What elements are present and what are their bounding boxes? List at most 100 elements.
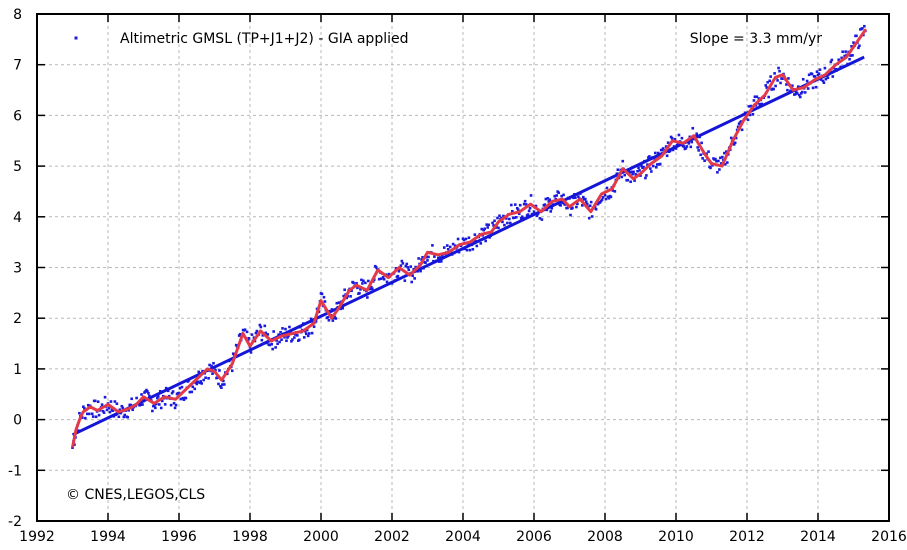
data-point xyxy=(100,403,104,406)
data-point xyxy=(766,81,770,84)
data-point xyxy=(153,404,156,408)
data-point xyxy=(848,57,851,61)
data-point xyxy=(701,157,704,160)
y-tick-label: 8 xyxy=(13,7,22,23)
data-point xyxy=(801,77,805,81)
data-point xyxy=(200,382,203,385)
data-point xyxy=(268,343,272,347)
x-tick-label: 2004 xyxy=(445,529,481,545)
data-point xyxy=(417,257,420,260)
data-point xyxy=(765,86,769,89)
data-point xyxy=(518,203,522,207)
data-point xyxy=(399,264,403,267)
data-point xyxy=(140,393,143,396)
legend-label: Altimetric GMSL (TP+J1+J2) - GIA applied xyxy=(120,31,408,47)
data-point xyxy=(724,163,727,166)
data-point xyxy=(281,327,284,330)
data-point xyxy=(858,44,861,48)
data-point xyxy=(582,195,585,199)
data-point xyxy=(512,216,516,220)
data-point xyxy=(195,382,199,386)
data-point xyxy=(322,295,326,299)
data-point xyxy=(529,194,533,197)
data-point xyxy=(105,408,109,412)
data-point xyxy=(247,337,251,340)
data-point xyxy=(800,90,804,94)
data-point xyxy=(350,289,353,293)
data-point xyxy=(598,201,602,204)
data-point xyxy=(633,179,636,182)
data-point xyxy=(755,95,759,99)
credit-annotation: © CNES,LEGOS,CLS xyxy=(66,487,205,503)
y-tick-label: 5 xyxy=(13,159,22,175)
data-point xyxy=(404,264,408,268)
data-point xyxy=(821,79,825,83)
data-point xyxy=(769,75,772,78)
data-point xyxy=(850,44,853,48)
data-point xyxy=(234,343,238,347)
data-point xyxy=(475,244,479,248)
data-point xyxy=(805,79,809,83)
data-point xyxy=(345,296,348,300)
data-point xyxy=(356,286,359,290)
data-point xyxy=(785,83,788,86)
data-point xyxy=(655,163,659,166)
data-point xyxy=(117,415,121,419)
data-point xyxy=(302,336,306,339)
y-tick-label: 0 xyxy=(13,413,22,429)
data-point xyxy=(271,347,274,351)
data-point xyxy=(362,279,365,283)
data-point xyxy=(757,97,761,100)
data-point xyxy=(585,202,589,206)
data-point xyxy=(304,332,308,336)
data-point xyxy=(284,327,287,331)
data-point xyxy=(620,175,624,179)
data-point xyxy=(807,73,811,77)
data-point xyxy=(700,141,703,145)
data-point xyxy=(255,329,259,333)
data-point xyxy=(202,378,205,382)
data-point xyxy=(420,258,423,261)
data-point xyxy=(748,113,752,117)
data-point xyxy=(616,168,620,172)
data-point xyxy=(471,248,475,251)
data-point xyxy=(182,398,186,401)
data-point xyxy=(515,206,519,210)
x-tick-label: 2002 xyxy=(374,529,410,545)
data-point xyxy=(589,200,593,204)
data-point xyxy=(549,210,553,213)
data-point xyxy=(148,394,151,398)
data-point xyxy=(491,221,494,225)
data-point xyxy=(543,203,547,206)
data-point xyxy=(590,215,594,218)
smoothed-line xyxy=(71,28,868,448)
data-point xyxy=(798,95,802,99)
data-point xyxy=(414,265,417,269)
data-point xyxy=(493,219,496,223)
data-point xyxy=(829,60,833,64)
data-point xyxy=(379,277,383,280)
data-point xyxy=(740,128,744,132)
data-point xyxy=(198,381,202,385)
data-point xyxy=(560,194,563,198)
data-point xyxy=(715,159,718,163)
y-tick-label: 2 xyxy=(13,311,22,327)
data-point xyxy=(546,197,550,200)
data-point xyxy=(291,338,294,341)
data-point xyxy=(749,104,753,108)
data-point xyxy=(361,282,364,285)
data-point xyxy=(588,204,592,208)
data-point xyxy=(547,200,551,203)
data-point xyxy=(169,403,173,407)
data-point xyxy=(219,384,222,388)
data-point xyxy=(438,260,441,263)
x-tick-label: 2008 xyxy=(587,529,623,545)
data-point xyxy=(629,180,632,184)
data-point xyxy=(171,390,175,393)
data-point xyxy=(245,330,249,334)
data-point xyxy=(557,191,560,195)
data-point xyxy=(121,406,125,410)
data-point xyxy=(231,352,235,356)
data-point xyxy=(576,202,579,206)
data-point xyxy=(483,227,486,231)
